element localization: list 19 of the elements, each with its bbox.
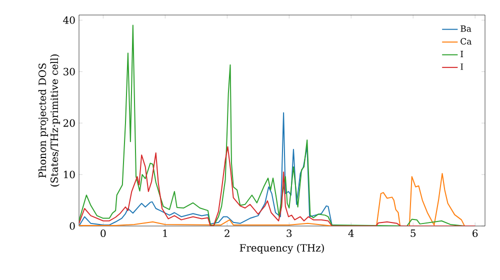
y-tick-label: 20	[63, 119, 75, 127]
x-axis-title: Frequency (THz)	[240, 244, 324, 254]
legend-label: Ca	[460, 38, 472, 45]
y-tick-label: 30	[64, 68, 75, 76]
x-tick-label: 3	[286, 230, 292, 238]
x-tick-label: 6	[472, 230, 478, 238]
line-series	[79, 173, 466, 226]
x-tick-label: 4	[348, 230, 354, 237]
y-tick-label: 0	[70, 222, 75, 230]
x-tick-label: 0	[100, 230, 106, 238]
legend-label: I	[460, 64, 464, 70]
x-tick-label: 1	[163, 230, 167, 237]
y-tick-label: 40	[63, 16, 75, 24]
y-axis-title: Phonon projected DOS (States/THz·primitive cell)	[38, 54, 60, 186]
x-tick-label: 2	[224, 230, 230, 237]
legend-label: Ba	[460, 26, 472, 32]
y-tick-label: 10	[64, 170, 75, 178]
x-tick-label: 5	[410, 230, 416, 237]
legend-label: I	[460, 50, 464, 58]
